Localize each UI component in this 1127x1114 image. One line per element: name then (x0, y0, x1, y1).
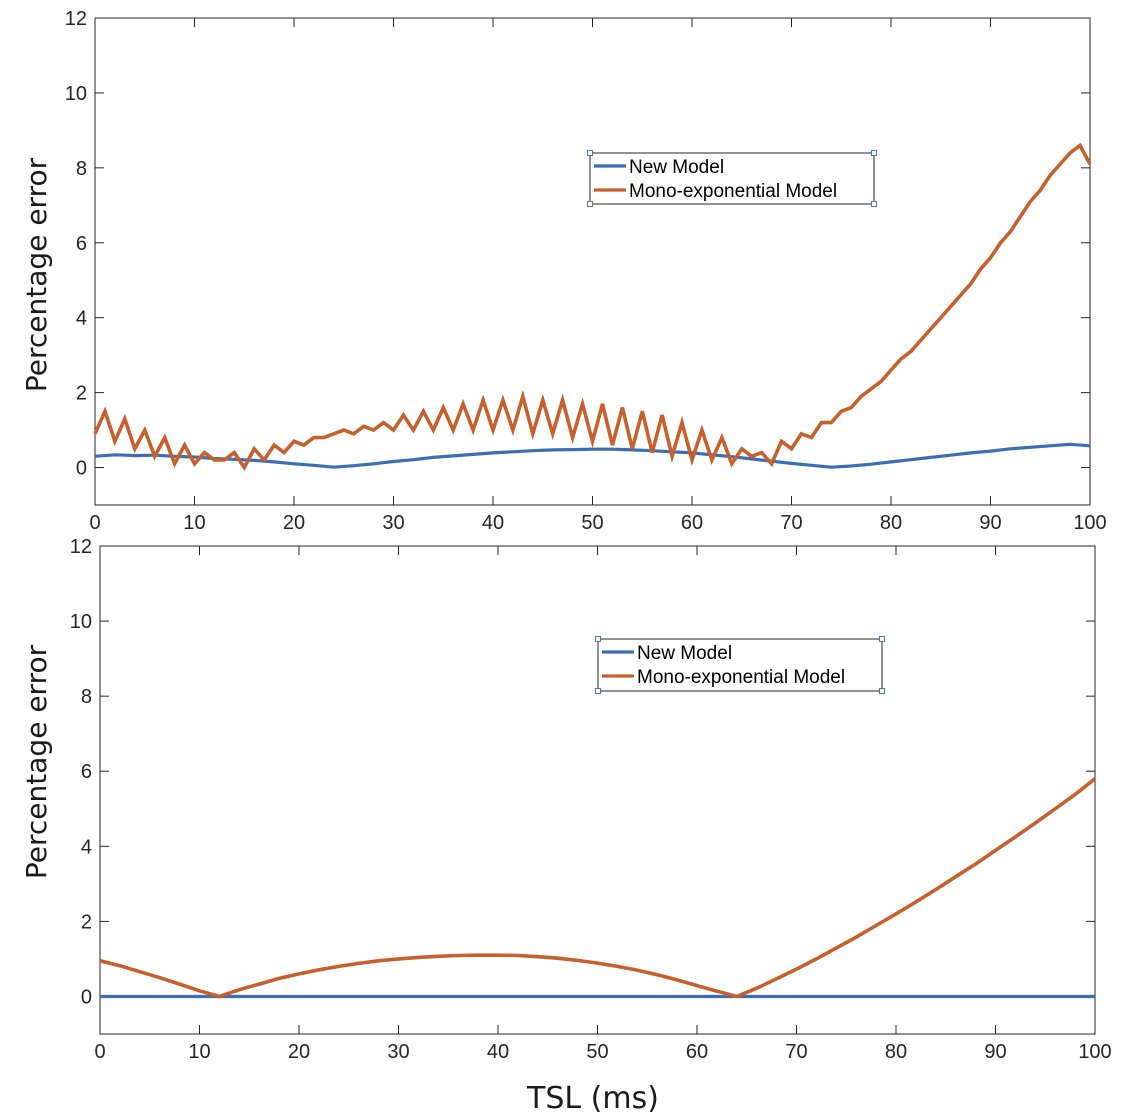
legend-handle (879, 688, 885, 694)
series-line-mono-exponential-model (93, 142, 1092, 472)
x-tick-label: 90 (979, 512, 1001, 534)
y-tick-label: 2 (81, 911, 92, 933)
x-tick-label: 70 (780, 512, 802, 534)
plot-area (94, 17, 1091, 506)
legend-handle (595, 636, 601, 642)
y-tick-label: 4 (76, 308, 87, 330)
y-axis-label: Percentage error (20, 644, 53, 879)
y-tick-label: 6 (81, 761, 92, 783)
chart-1: 0 10 20 30 40 50 60 70 80 90 100 0 2 4 6 8 10 12 Percentag… (20, 8, 1107, 534)
y-tick-label: 12 (70, 536, 92, 558)
legend-box (589, 152, 875, 205)
legend-handle (595, 688, 601, 694)
x-tick-label: 50 (586, 1041, 608, 1063)
legend-handle (871, 201, 877, 207)
x-tick-label: 100 (1073, 512, 1106, 534)
x-tick-label: 60 (686, 1041, 708, 1063)
series-line-mono-exponential-model (99, 777, 1097, 999)
y-tick-label: 0 (76, 458, 87, 480)
legend-box (597, 638, 883, 692)
legend-handle (587, 150, 593, 156)
legend-handle (587, 201, 593, 207)
legend-handle (871, 150, 877, 156)
x-tick-label: 60 (681, 512, 703, 534)
x-tick-label: 70 (785, 1041, 807, 1063)
y-tick-label: 10 (65, 83, 87, 105)
y-tick-label: 12 (65, 8, 87, 30)
y-tick-label: 6 (76, 233, 87, 255)
x-tick-label: 10 (183, 512, 205, 534)
plot-area (99, 545, 1096, 1035)
series-line-new-model (94, 442, 1091, 469)
legend-handle (879, 636, 885, 642)
x-tick-label: 10 (188, 1041, 210, 1063)
x-tick-label: 40 (487, 1041, 509, 1063)
x-tick-label: 100 (1078, 1041, 1111, 1063)
x-tick-label: 80 (880, 512, 902, 534)
y-tick-label: 8 (76, 158, 87, 180)
legend-label-mono-exponential-model: Mono-exponential Model (637, 667, 845, 688)
x-tick-label: 20 (288, 1041, 310, 1063)
x-axis-label: TSL (ms) (526, 1081, 659, 1114)
y-axis-label: Percentage error (20, 157, 53, 392)
x-tick-label: 0 (94, 1041, 105, 1063)
x-tick-label: 30 (387, 1041, 409, 1063)
legend-label-mono-exponential-model: Mono-exponential Model (629, 181, 837, 202)
legend-label-new-model: New Model (637, 643, 732, 664)
x-tick-label: 20 (283, 512, 305, 534)
x-tick-label: 90 (984, 1041, 1006, 1063)
y-tick-label: 8 (81, 686, 92, 708)
x-tick-label: 0 (89, 512, 100, 534)
y-tick-label: 4 (81, 836, 92, 858)
y-tick-label: 0 (81, 986, 92, 1008)
chart-2: 0 10 20 30 40 50 60 70 80 90 100 0 2 4 6 8 10 12 Percentag… (20, 536, 1112, 1114)
legend-label-new-model: New Model (629, 157, 724, 178)
x-tick-label: 40 (482, 512, 504, 534)
y-tick-label: 2 (76, 383, 87, 405)
x-tick-label: 80 (885, 1041, 907, 1063)
y-tick-label: 10 (70, 611, 92, 633)
x-tick-label: 50 (581, 512, 603, 534)
x-tick-label: 30 (382, 512, 404, 534)
